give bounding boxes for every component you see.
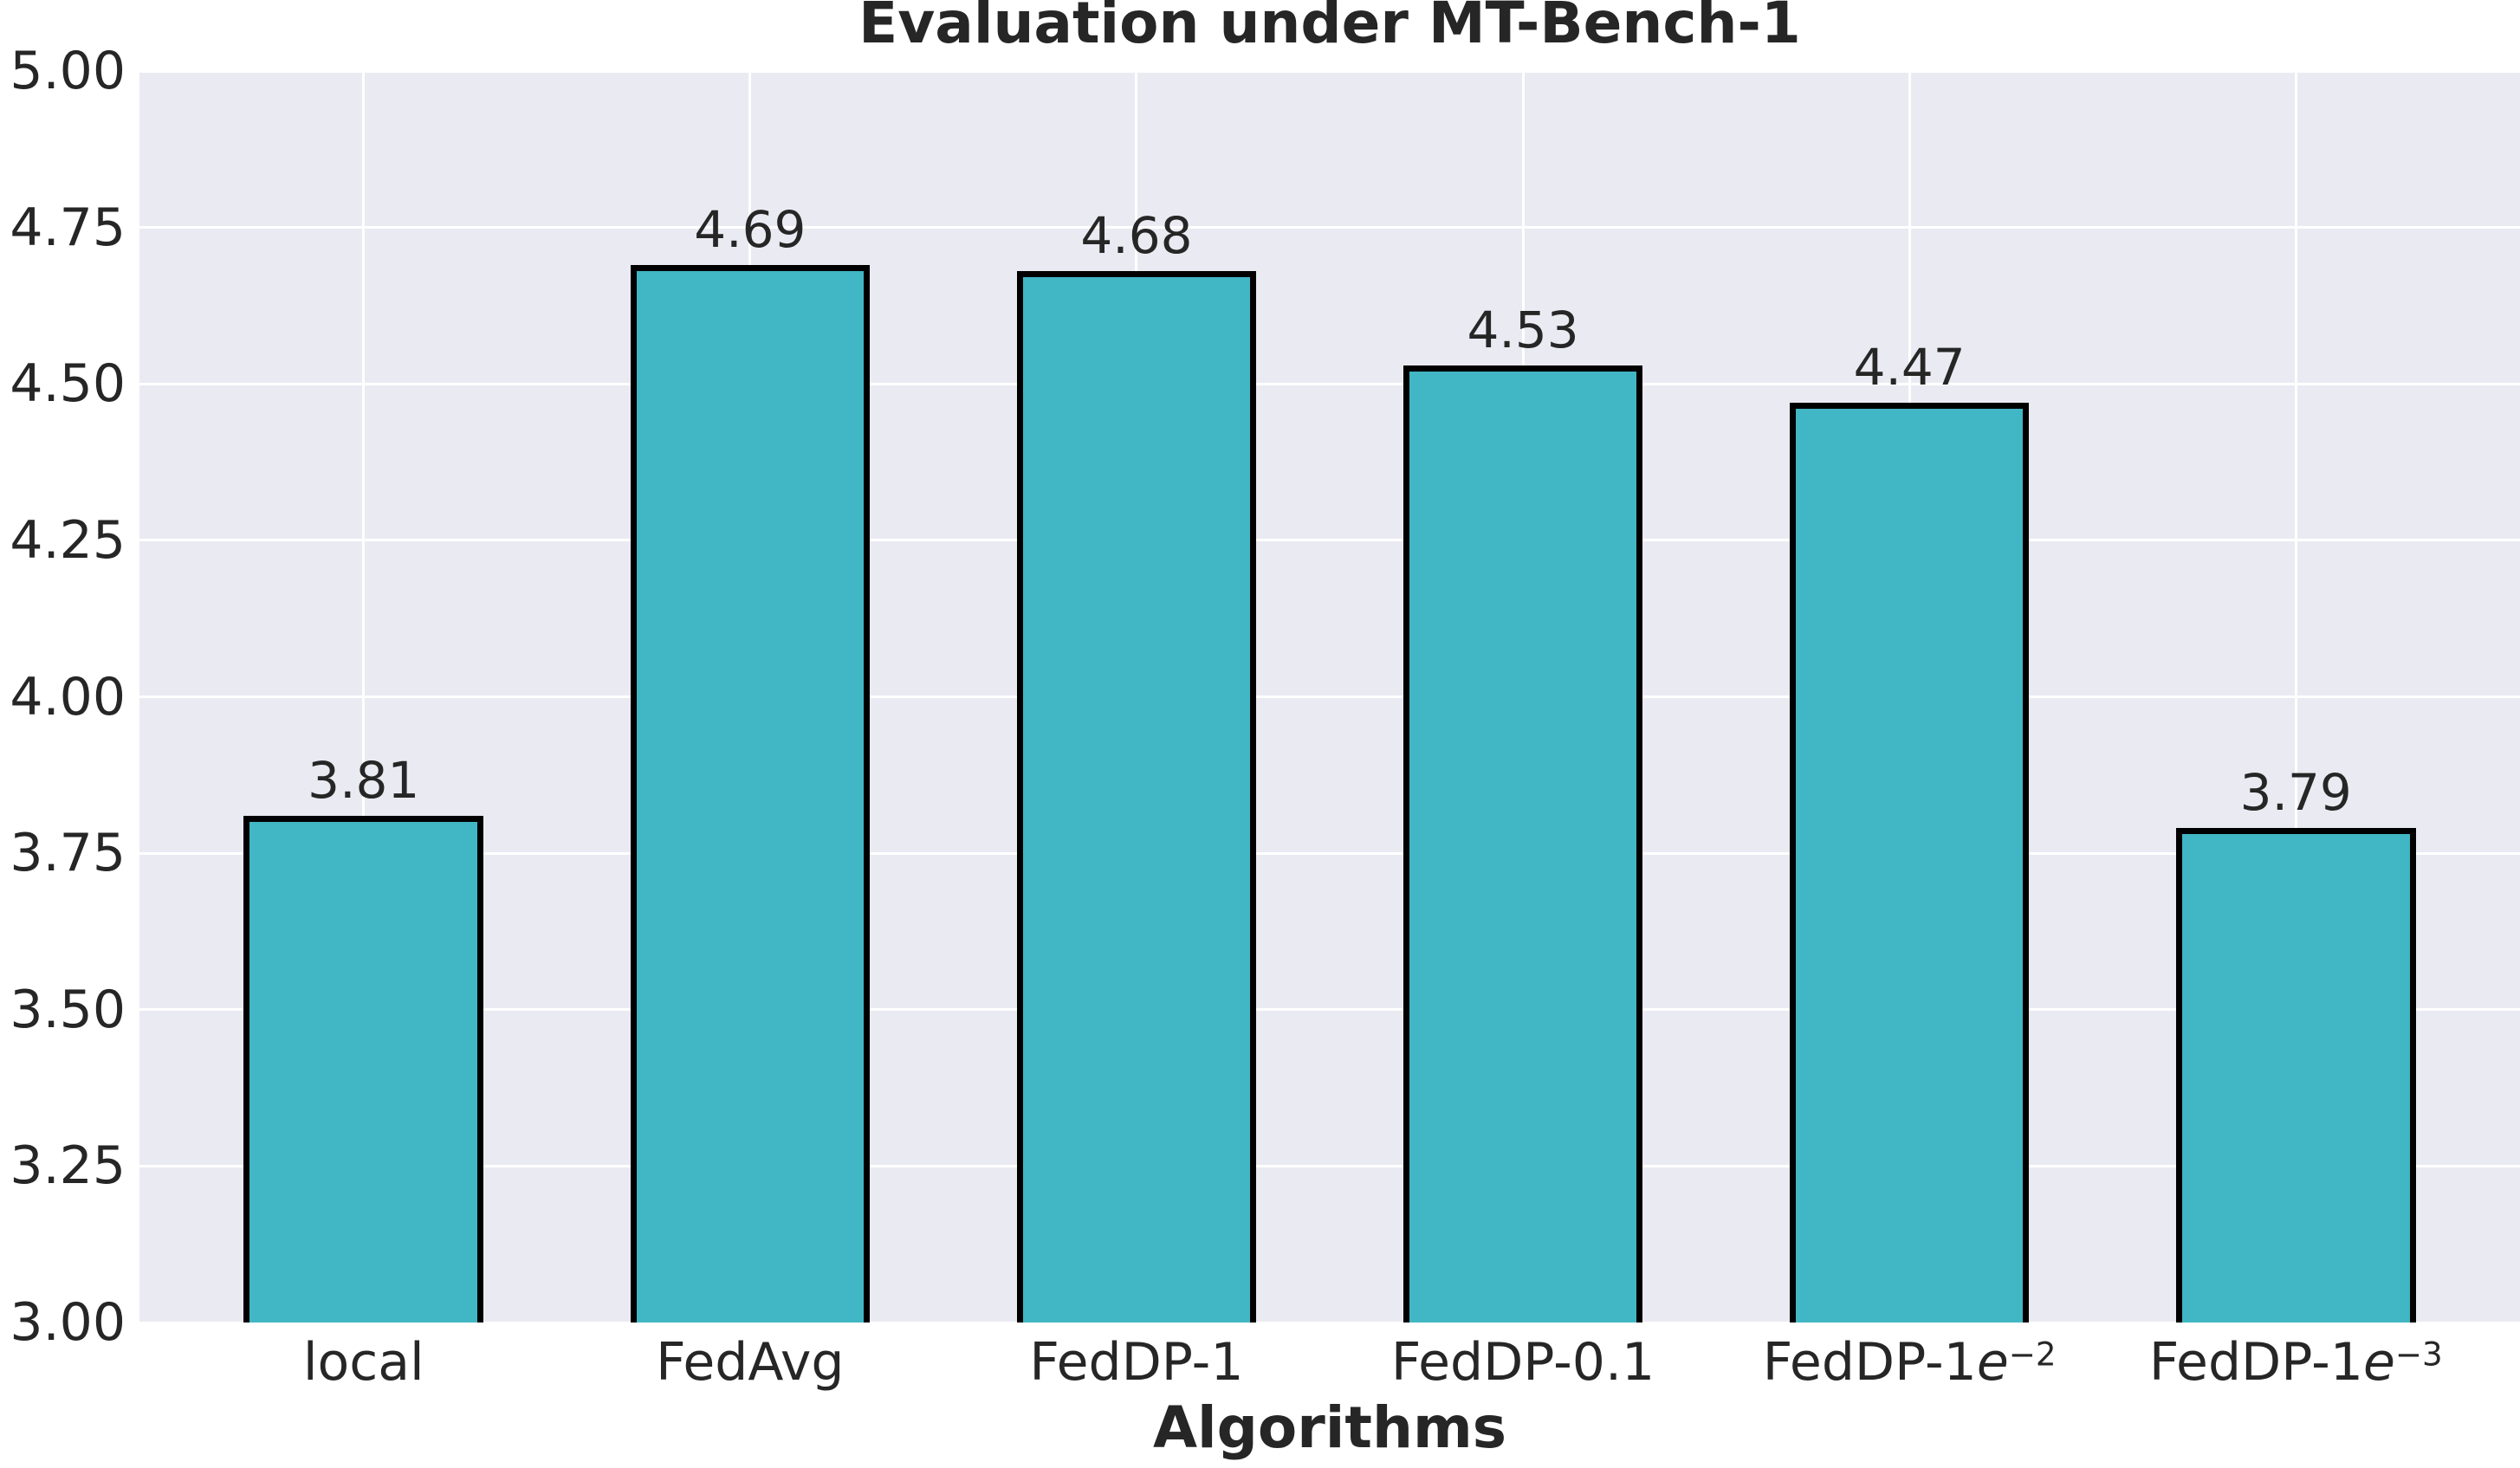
gridline-horizontal — [139, 1008, 2520, 1012]
bar-value-label: 3.79 — [2239, 763, 2352, 823]
x-tick-label-base: FedDP-0.1 — [1390, 1332, 1655, 1393]
x-axis-title: Algorithms — [1152, 1394, 1507, 1461]
gridline-horizontal — [139, 851, 2520, 855]
y-tick-label: 3.25 — [10, 1135, 126, 1197]
y-tick-label: 4.50 — [10, 353, 126, 415]
bar-value-label: 4.69 — [694, 199, 807, 259]
y-axis-tick-labels: 5.00 4.75 4.50 4.25 4.00 3.75 3.50 3.25 3.00 — [0, 42, 126, 1352]
bar — [1016, 271, 1257, 1322]
gridline-horizontal — [139, 1321, 2520, 1324]
gridline-vertical — [362, 71, 366, 1322]
y-tick-label: 4.75 — [10, 197, 126, 258]
x-tick-label: FedDP-1e−2 — [1763, 1334, 2057, 1391]
chart-title: Evaluation under MT-Bench-1 — [858, 0, 1801, 56]
gridline-vertical — [2294, 71, 2297, 1322]
x-tick-label-base: FedAvg — [656, 1332, 845, 1393]
y-tick-label: 3.50 — [10, 979, 126, 1040]
bar-value-label: 3.81 — [308, 750, 420, 810]
gridline-horizontal — [139, 226, 2520, 230]
gridline-horizontal — [139, 539, 2520, 542]
bar — [630, 264, 871, 1322]
bar-value-label: 4.47 — [1853, 337, 1966, 397]
x-tick-label-base: FedDP-1 — [1762, 1332, 1977, 1393]
bar-value-label: 4.53 — [1467, 300, 1579, 359]
y-tick-label: 3.00 — [10, 1292, 126, 1353]
x-tick-label-base: local — [302, 1332, 424, 1393]
x-tick-label: FedDP-0.1 — [1391, 1334, 1655, 1391]
bar — [1789, 402, 2030, 1322]
gridline-horizontal — [139, 1164, 2520, 1167]
x-tick-label-base: FedDP-1 — [1029, 1332, 1244, 1393]
y-tick-label: 4.00 — [10, 666, 126, 728]
gridline-horizontal — [139, 69, 2520, 73]
gridline-horizontal — [139, 695, 2520, 698]
y-tick-label: 5.00 — [10, 41, 126, 101]
bar-value-label: 4.68 — [1080, 206, 1193, 266]
gridline-horizontal — [139, 382, 2520, 385]
x-tick-label: local — [303, 1334, 424, 1391]
x-tick-label-math-e: e — [1976, 1332, 2009, 1393]
x-tick-label-math-e: e — [2362, 1332, 2395, 1393]
x-tick-label-exponent: −3 — [2394, 1335, 2443, 1374]
x-tick-label-base: FedDP-1 — [2148, 1332, 2363, 1393]
bar — [2175, 828, 2416, 1322]
bar — [1403, 365, 1643, 1322]
x-tick-label-exponent: −2 — [2008, 1335, 2057, 1374]
x-tick-label: FedDP-1e−3 — [2149, 1334, 2443, 1391]
y-tick-label: 4.25 — [10, 509, 126, 571]
x-tick-label: FedAvg — [656, 1334, 844, 1391]
x-tick-label: FedDP-1 — [1029, 1334, 1243, 1391]
plot-area: 3.81 4.69 4.68 4.53 4.47 3.79 — [139, 69, 2520, 1324]
bar — [243, 815, 484, 1322]
y-tick-label: 3.75 — [10, 823, 126, 884]
x-axis-tick-labels: local FedAvg FedDP-1 FedDP-0.1 FedDP-1e−2 Fed… — [139, 1334, 2520, 1412]
